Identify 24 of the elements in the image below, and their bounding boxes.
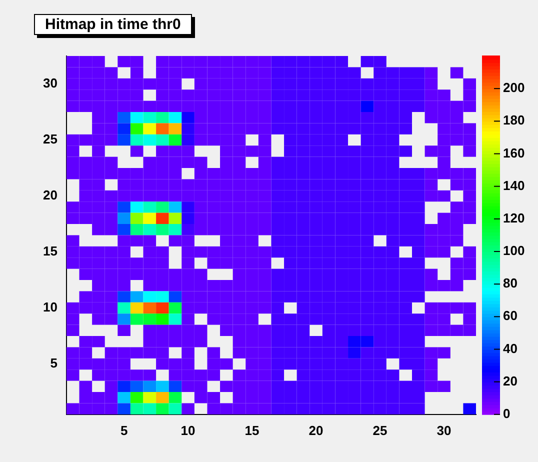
y-tick-label: 20 — [42, 188, 58, 203]
color-bar-label: 80 — [503, 276, 518, 291]
x-tick-label: 15 — [244, 422, 260, 438]
y-tick-label: 5 — [50, 356, 58, 371]
color-bar-label: 200 — [503, 80, 525, 96]
y-tick-label: 25 — [42, 132, 58, 147]
x-tick-label: 5 — [120, 422, 128, 438]
color-bar-label: 100 — [503, 243, 525, 258]
color-bar-label: 120 — [503, 210, 525, 226]
color-bar-label: 60 — [503, 308, 518, 324]
color-bar-label: 140 — [503, 178, 525, 193]
color-bar-label: 20 — [503, 373, 518, 388]
color-bar-label: 0 — [503, 406, 510, 421]
x-tick-label: 30 — [436, 422, 452, 438]
color-bar-label: 160 — [503, 145, 525, 160]
x-tick-label: 25 — [372, 422, 388, 438]
x-tick-label: 20 — [308, 422, 324, 438]
y-tick-label: 10 — [42, 300, 58, 315]
color-bar-label: 180 — [503, 112, 525, 128]
chart-title: Hitmap in time thr0 — [34, 14, 192, 35]
x-tick-label: 10 — [180, 422, 196, 438]
y-tick-label: 30 — [42, 76, 58, 91]
color-bar-label: 40 — [503, 340, 518, 356]
y-tick-label: 15 — [42, 244, 58, 259]
